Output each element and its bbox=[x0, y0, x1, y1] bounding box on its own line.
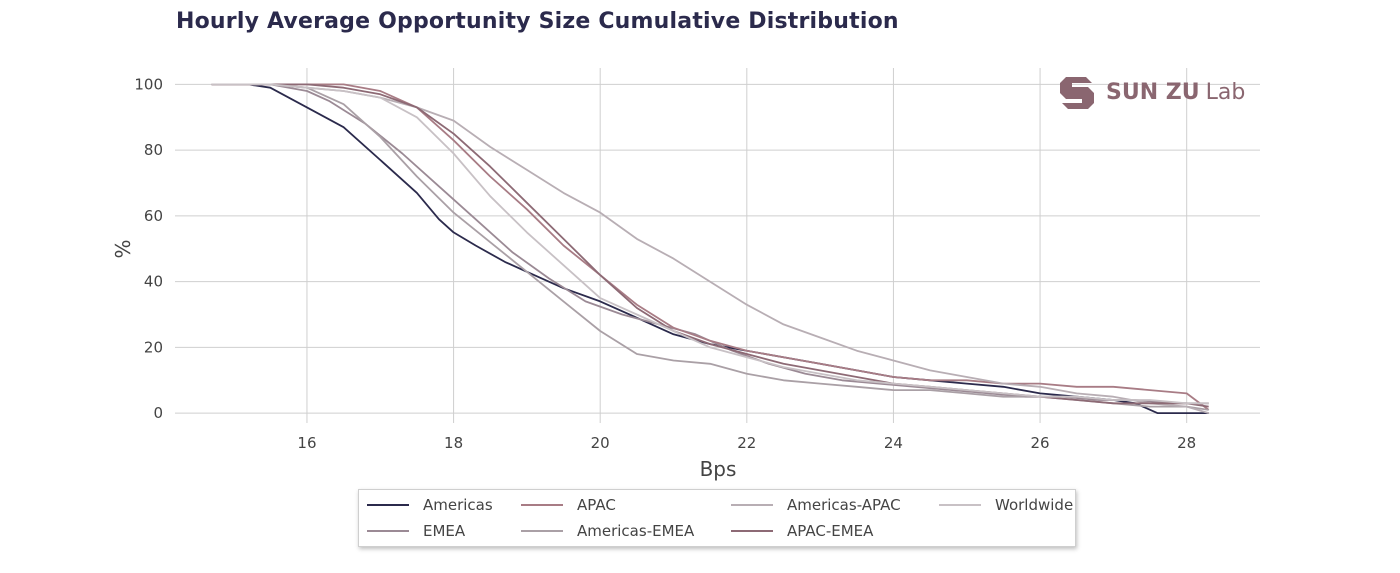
legend-swatch bbox=[731, 530, 773, 532]
series-line-apac-emea bbox=[211, 83, 1209, 408]
y-tick-label: 60 bbox=[144, 207, 163, 225]
y-tick-label: 100 bbox=[134, 75, 163, 93]
legend-label: Americas bbox=[423, 496, 493, 514]
grid bbox=[175, 68, 1260, 423]
series-line-worldwide bbox=[211, 83, 1209, 405]
legend-swatch bbox=[731, 504, 773, 506]
y-tick-labels: 0 20 40 60 80 100 bbox=[134, 75, 163, 422]
series-line-apac bbox=[211, 83, 1210, 411]
y-tick-label: 0 bbox=[153, 404, 163, 422]
series-line-emea bbox=[211, 83, 1209, 405]
legend: Americas EMEA APAC Americas-EMEA Americas-AP… bbox=[358, 489, 1076, 547]
sunzu-logo-icon bbox=[1060, 77, 1094, 109]
legend-label: Americas-EMEA bbox=[577, 522, 695, 540]
legend-item-apac: APAC bbox=[521, 495, 616, 515]
chart-title: Hourly Average Opportunity Size Cumulati… bbox=[176, 9, 899, 34]
legend-label: APAC bbox=[577, 496, 616, 514]
legend-swatch bbox=[939, 504, 981, 506]
y-tick-label: 20 bbox=[144, 338, 163, 356]
series-line-americas-emea bbox=[211, 83, 1209, 411]
legend-swatch bbox=[521, 530, 563, 532]
legend-item-americas-emea: Americas-EMEA bbox=[521, 521, 694, 541]
legend-item-apac-emea: APAC-EMEA bbox=[731, 521, 873, 541]
x-axis-label: Bps bbox=[700, 457, 737, 481]
x-tick-label: 22 bbox=[737, 434, 756, 452]
y-axis-label: % bbox=[111, 239, 135, 258]
logo-text-light: Lab bbox=[1205, 79, 1246, 105]
legend-label: APAC-EMEA bbox=[787, 522, 874, 540]
y-tick-label: 40 bbox=[144, 273, 163, 291]
x-tick-label: 26 bbox=[1031, 434, 1050, 452]
legend-label: EMEA bbox=[423, 522, 466, 540]
series-lines bbox=[211, 83, 1210, 415]
legend-swatch bbox=[521, 504, 563, 506]
series-line-americas bbox=[211, 83, 1209, 415]
logo-text-bold: SUN ZU bbox=[1106, 79, 1200, 105]
legend-item-americas: Americas bbox=[367, 495, 493, 515]
legend-label: Americas-APAC bbox=[787, 496, 901, 514]
x-tick-label: 24 bbox=[884, 434, 903, 452]
x-tick-label: 18 bbox=[444, 434, 463, 452]
x-tick-label: 16 bbox=[297, 434, 316, 452]
legend-swatch bbox=[367, 530, 409, 532]
legend-label: Worldwide bbox=[995, 496, 1074, 514]
legend-swatch bbox=[367, 504, 409, 506]
x-tick-label: 28 bbox=[1177, 434, 1196, 452]
x-tick-labels: 16 18 20 22 24 26 28 bbox=[297, 434, 1196, 452]
y-tick-label: 80 bbox=[144, 141, 163, 159]
legend-item-worldwide: Worldwide bbox=[939, 495, 1073, 515]
series-line-americas-apac bbox=[211, 83, 1209, 414]
brand-logo: SUN ZU Lab bbox=[1058, 73, 1245, 111]
legend-item-americas-apac: Americas-APAC bbox=[731, 495, 901, 515]
x-tick-label: 20 bbox=[591, 434, 610, 452]
legend-item-emea: EMEA bbox=[367, 521, 465, 541]
